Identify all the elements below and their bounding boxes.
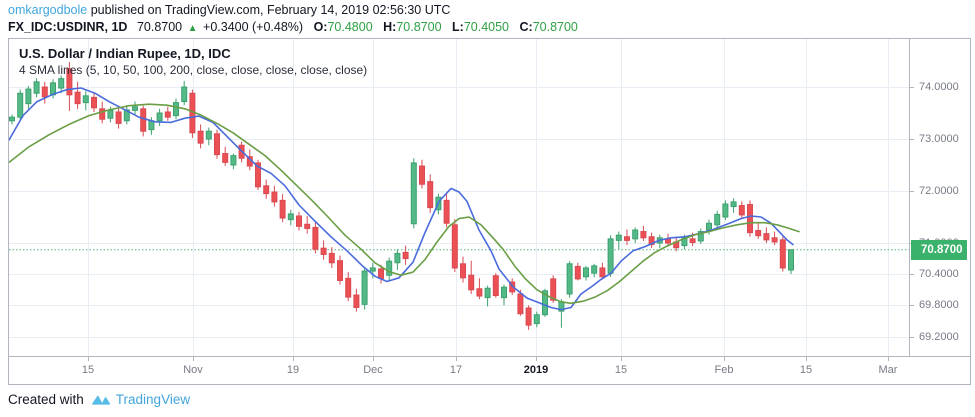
open-value: O:70.4800 bbox=[313, 20, 373, 34]
y-axis-label: 74.0000 bbox=[919, 81, 959, 93]
y-axis-label: 72.0000 bbox=[919, 185, 959, 197]
chart-plot-area[interactable]: U.S. Dollar / Indian Rupee, 1D, IDC 4 SM… bbox=[9, 39, 909, 356]
y-axis-tick bbox=[910, 139, 914, 140]
x-axis-label: 19 bbox=[286, 364, 300, 376]
x-axis-label: Nov bbox=[183, 364, 203, 376]
y-axis-label: 70.4000 bbox=[919, 268, 959, 280]
x-axis-tick bbox=[88, 357, 89, 361]
y-axis-tick bbox=[910, 274, 914, 275]
last-price-value: 70.8700 bbox=[136, 20, 183, 34]
x-axis-label: 15 bbox=[81, 364, 95, 376]
price-axis[interactable]: 74.000073.000072.000071.000070.400069.80… bbox=[909, 39, 970, 356]
candles-layer[interactable] bbox=[9, 62, 794, 330]
high-value: H:70.8700 bbox=[383, 20, 442, 34]
y-axis-tick bbox=[910, 191, 914, 192]
x-axis-label: Feb bbox=[714, 364, 734, 376]
tradingview-logo-icon[interactable] bbox=[91, 392, 112, 407]
y-axis-tick bbox=[910, 337, 914, 338]
x-axis-label: 15 bbox=[799, 364, 813, 376]
sma-slow-green bbox=[9, 103, 800, 305]
y-axis-tick bbox=[910, 305, 914, 306]
low-value: L:70.4050 bbox=[452, 20, 510, 34]
price-change: +0.3400 (+0.48%) bbox=[203, 20, 304, 34]
x-axis-tick bbox=[724, 357, 725, 361]
publish-meta: published on TradingView.com, February 1… bbox=[87, 3, 451, 17]
y-axis-label: 69.8000 bbox=[919, 299, 959, 311]
x-axis-label: Dec bbox=[363, 364, 383, 376]
time-axis[interactable]: 15 Nov 19 Dec 17 2019 15 Feb 15 Mar bbox=[9, 356, 970, 384]
x-axis-tick bbox=[621, 357, 622, 361]
symbol-info-line: FX_IDC:USDINR, 1D 70.8700 ▲ +0.3400 (+0.… bbox=[8, 19, 578, 37]
chart-title[interactable]: U.S. Dollar / Indian Rupee, 1D, IDC bbox=[19, 46, 231, 61]
grid-lines bbox=[9, 39, 909, 356]
username-link[interactable]: omkargodbole bbox=[8, 3, 88, 17]
x-axis-label: 17 bbox=[449, 364, 463, 376]
chart-legend: U.S. Dollar / Indian Rupee, 1D, IDC 4 SM… bbox=[19, 45, 367, 78]
publish-info-bar: omkargodbole published on TradingView.co… bbox=[8, 2, 578, 37]
up-triangle-icon: ▲ bbox=[187, 23, 198, 34]
y-axis-tick bbox=[910, 87, 914, 88]
created-with-label: Created with bbox=[8, 391, 84, 407]
y-axis-label: 69.2000 bbox=[919, 331, 959, 343]
sma-fast-blue bbox=[9, 87, 794, 311]
attribution-footer: Created with TradingView bbox=[8, 389, 190, 409]
chart-widget: U.S. Dollar / Indian Rupee, 1D, IDC 4 SM… bbox=[8, 38, 971, 385]
y-axis-label: 73.0000 bbox=[919, 133, 959, 145]
x-axis-tick bbox=[888, 357, 889, 361]
x-axis-tick bbox=[373, 357, 374, 361]
x-axis-label: 15 bbox=[614, 364, 628, 376]
x-axis-label: Mar bbox=[878, 364, 898, 376]
publish-line: omkargodbole published on TradingView.co… bbox=[8, 2, 578, 19]
last-price-badge: 70.8700 bbox=[911, 240, 967, 260]
symbol-label: FX_IDC:USDINR, 1D bbox=[8, 20, 128, 34]
x-axis-tick bbox=[536, 357, 537, 361]
tradingview-link[interactable]: TradingView bbox=[115, 391, 191, 407]
indicator-legend[interactable]: 4 SMA lines (5, 10, 50, 100, 200, close,… bbox=[19, 63, 368, 77]
x-axis-tick bbox=[456, 357, 457, 361]
price-chart-canvas[interactable] bbox=[9, 39, 909, 356]
x-axis-tick bbox=[193, 357, 194, 361]
close-value: C:70.8700 bbox=[519, 20, 578, 34]
x-axis-tick bbox=[293, 357, 294, 361]
x-axis-tick bbox=[806, 357, 807, 361]
x-axis-label: 2019 bbox=[523, 364, 549, 376]
